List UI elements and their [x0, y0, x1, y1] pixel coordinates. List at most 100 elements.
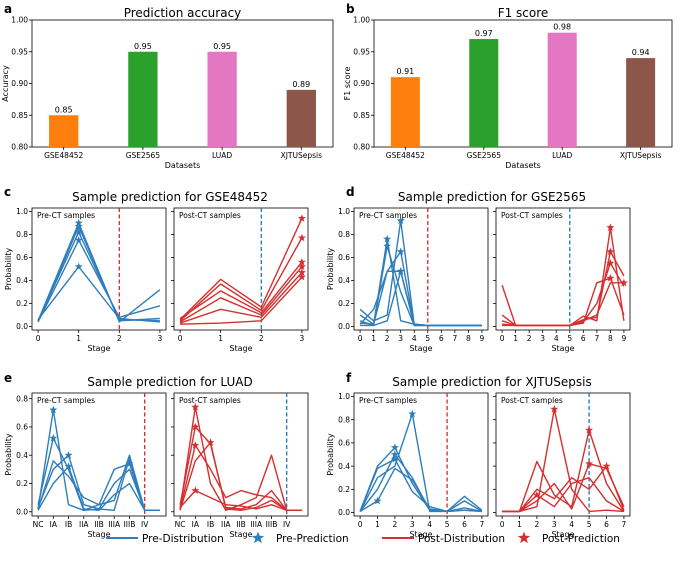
chart-d-post-xtick-label-0: 0 [500, 334, 505, 343]
chart-b-ytick-label-3: 0.95 [353, 47, 370, 56]
chart-d-pre-axes-frame [353, 207, 489, 331]
chart-e-pre-xtick-label-5: IIIA [108, 520, 121, 529]
chart-d-post-xtick-label-2: 2 [527, 334, 532, 343]
chart-c-pre-series-3 [37, 239, 161, 323]
chart-f-pre-ytick-label-4: 0.8 [338, 415, 350, 424]
chart-d-pre-prediction-star-3 [396, 247, 405, 256]
chart-c-post-series-4 [179, 272, 303, 324]
chart-d-pre-ytick-label-0: 0.0 [338, 322, 350, 331]
chart-b-ylabel: F1 score [343, 67, 352, 101]
chart-e-post-series-1 [179, 426, 302, 511]
chart-d-pre-series-0 [359, 219, 482, 327]
chart-c-pre-ytick-label-1: 0.2 [16, 299, 28, 308]
chart-e-pre-xtick-label-3: IIA [79, 520, 89, 529]
chart-b-title: F1 score [498, 6, 549, 20]
chart-c-pre-ytick-label-5: 1.0 [16, 207, 28, 216]
chart-d-pre-prediction-star-5 [396, 267, 405, 275]
chart-d-pre-xtick-label-6: 6 [439, 334, 444, 343]
chart-d-post-series-3 [502, 277, 625, 327]
chart-f-post-inset-label: Post-CT samples [501, 396, 563, 405]
legend-pre-prediction-star-icon [251, 531, 265, 544]
chart-f-pre-ytick-label-3: 0.6 [338, 439, 350, 448]
chart-f-title: Sample prediction for XJTUSepsis [392, 375, 591, 389]
chart-e-pre-xtick-label-4: IIB [94, 520, 104, 529]
chart-f-pre-prediction-star-0 [390, 443, 399, 451]
chart-d-post-xtick-label-1: 1 [513, 334, 518, 343]
chart-c-post-prediction-star-5 [297, 272, 306, 281]
chart-f-pre-series-3 [359, 458, 483, 513]
chart-c-pre-xtick-label-1: 1 [76, 334, 81, 343]
chart-c-pre-prediction-star-2 [74, 228, 83, 236]
chart-f-post-prediction-star-1 [585, 425, 594, 434]
chart-e-pre-series-4 [37, 465, 160, 511]
chart-c-pre-axes-frame [31, 207, 167, 331]
chart-e-title: Sample prediction for LUAD [87, 375, 252, 389]
chart-e-pre-xtick-label-1: IA [50, 520, 58, 529]
chart-b-bar-0 [390, 77, 420, 147]
chart-f-post-xtick-label-5: 5 [587, 520, 592, 529]
chart-d-post-prediction-star-1 [606, 247, 615, 256]
chart-d-pre-xtick-label-5: 5 [425, 334, 430, 343]
chart-f-pre-xlabel: Stage [409, 530, 432, 539]
chart-d-pre-series-3 [360, 250, 482, 327]
chart-d-pre-xtick-label-1: 1 [371, 334, 376, 343]
chart-a-xtick-label-2: LUAD [212, 151, 232, 160]
chart-b-ytick-label-0: 0.80 [353, 143, 370, 152]
charts-layer: 0.85GSE484520.95GSE25650.95LUAD0.89XJTUS… [1, 6, 673, 539]
chart-f-post-xtick-label-1: 1 [517, 520, 522, 529]
chart-c-post-xtick-label-3: 3 [300, 334, 305, 343]
chart-f-pre-series-0 [359, 446, 483, 513]
chart-e-pre-prediction-star-2 [64, 451, 73, 459]
chart-f-ylabel: Probability [326, 433, 335, 476]
chart-c-post-xlabel: Stage [229, 344, 252, 353]
chart-b-bar-2 [547, 32, 577, 148]
chart-e-post-prediction-star-3 [206, 438, 215, 446]
chart-f-pre-xtick-label-6: 6 [462, 520, 467, 529]
chart-b-bar-label-3: 0.94 [632, 48, 650, 57]
chart-d-post-prediction-star-3 [606, 274, 615, 282]
chart-f-post-prediction-star-0 [550, 405, 559, 413]
chart-e-pre-series-0 [37, 409, 160, 511]
chart-f-pre-axes-frame [353, 392, 489, 517]
chart-b-bar-label-1: 0.97 [475, 29, 493, 38]
chart-e-post-xtick-label-0: NC [175, 520, 186, 529]
chart-d-pre-xtick-label-0: 0 [358, 334, 363, 343]
chart-c-post-xtick-label-2: 2 [259, 334, 264, 343]
chart-f-pre-ytick-label-2: 0.4 [338, 462, 350, 471]
chart-e-post-prediction-star-1 [191, 422, 200, 431]
chart-a-bar-1 [128, 51, 158, 147]
chart-c-pre-prediction-star-3 [74, 236, 83, 244]
panel-letter-e: e [4, 371, 12, 385]
chart-d-post-xtick-label-7: 7 [594, 334, 599, 343]
chart-b-ytick-label-2: 0.90 [353, 79, 370, 88]
chart-d-pre-inset-label: Pre-CT samples [359, 211, 417, 220]
chart-e-post-xlabel: Stage [229, 530, 252, 539]
panel-letter-f: f [346, 371, 352, 385]
chart-f-post-axes-frame [495, 392, 631, 517]
legend-post-prediction-label: Post-Prediction [542, 533, 620, 545]
chart-e-pre-xtick-label-6: IIIB [124, 520, 136, 529]
chart-e-post-xtick-label-4: IIB [236, 520, 246, 529]
chart-d-pre-xtick-label-3: 3 [398, 334, 403, 343]
chart-d-post-prediction-star-4 [619, 278, 628, 287]
chart-b-bar-label-2: 0.98 [553, 23, 571, 32]
chart-a-ytick-label-3: 0.95 [11, 47, 28, 56]
chart-e-post-series-2 [179, 444, 302, 511]
chart-f-post-xtick-label-0: 0 [500, 520, 505, 529]
chart-d-pre-prediction-star-0 [396, 216, 405, 225]
chart-c-pre-ytick-label-4: 0.8 [16, 230, 28, 239]
chart-b-xtick-label-0: GSE48452 [386, 151, 425, 160]
chart-f-post-series-0 [502, 408, 624, 513]
chart-e-pre-xlabel: Stage [87, 530, 110, 539]
chart-c-post-series-2 [179, 261, 303, 320]
chart-b-xtick-label-1: GSE2565 [467, 151, 502, 160]
chart-e-post-inset-label: Post-CT samples [179, 396, 241, 405]
chart-e-pre-prediction-star-0 [49, 405, 58, 414]
chart-f-pre-series-4 [359, 467, 482, 513]
chart-d-pre-xlabel: Stage [409, 344, 432, 353]
chart-e-pre-ytick-label-1: 0.2 [16, 479, 28, 488]
chart-a-bar-3 [286, 89, 316, 147]
chart-b-bar-1 [469, 39, 499, 147]
chart-c-post-prediction-star-3 [297, 262, 306, 271]
chart-c-post-prediction-star-4 [297, 268, 306, 276]
